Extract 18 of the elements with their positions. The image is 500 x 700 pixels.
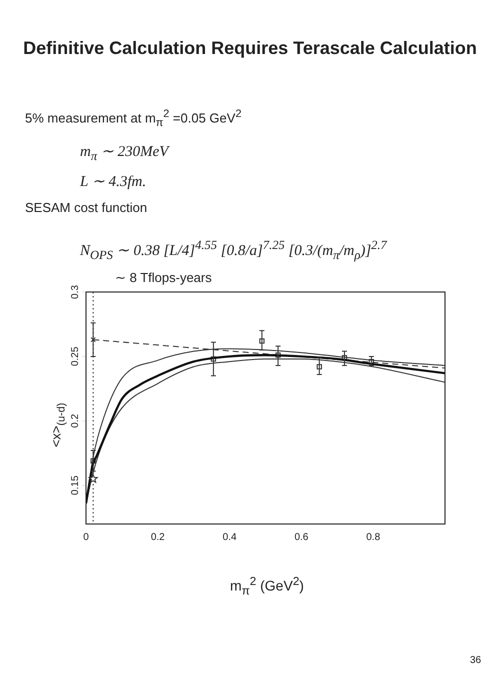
x-tick-label: 0.6 [294, 532, 309, 543]
text: SESAM cost function [25, 200, 148, 215]
text: L ∼ 4.3fm. [80, 173, 146, 191]
y-tick-label: 0.25 [70, 346, 81, 366]
x-tick-label: 0.8 [366, 532, 381, 543]
x-tick-label: 0.4 [222, 532, 237, 543]
y-tick-label: 0.2 [70, 414, 81, 428]
text: 5% measurement at m$_{π}$$^{2}$ =0.05 GeV$^{2}$ [25, 108, 242, 129]
chart-title: Definitive Calculation Requires Terascale Calculation [22, 38, 478, 59]
x-axis-title: m$_{π}$$^{2}$ (GeV$^{2}$) [229, 575, 305, 598]
x-tick-label: 0.2 [150, 532, 166, 543]
text: ∼ 8 Tflops-years [115, 270, 212, 285]
text: m$_{π}$ ∼ 230MeV [80, 143, 168, 164]
text: 36 [470, 655, 482, 666]
y-tick-label: 0.3 [70, 284, 81, 299]
x-tick-label: 0 [83, 532, 90, 543]
text: N$_{OPS}$ ∼ 0.38 [L/4]$^{4.55}$ [0.8/a]$^{7.25}$ [0.3/(m$_{π}$/m$_{ρ}$)]$^{2.7}$ [80, 238, 387, 262]
y-tick-label: 0.15 [70, 475, 81, 496]
